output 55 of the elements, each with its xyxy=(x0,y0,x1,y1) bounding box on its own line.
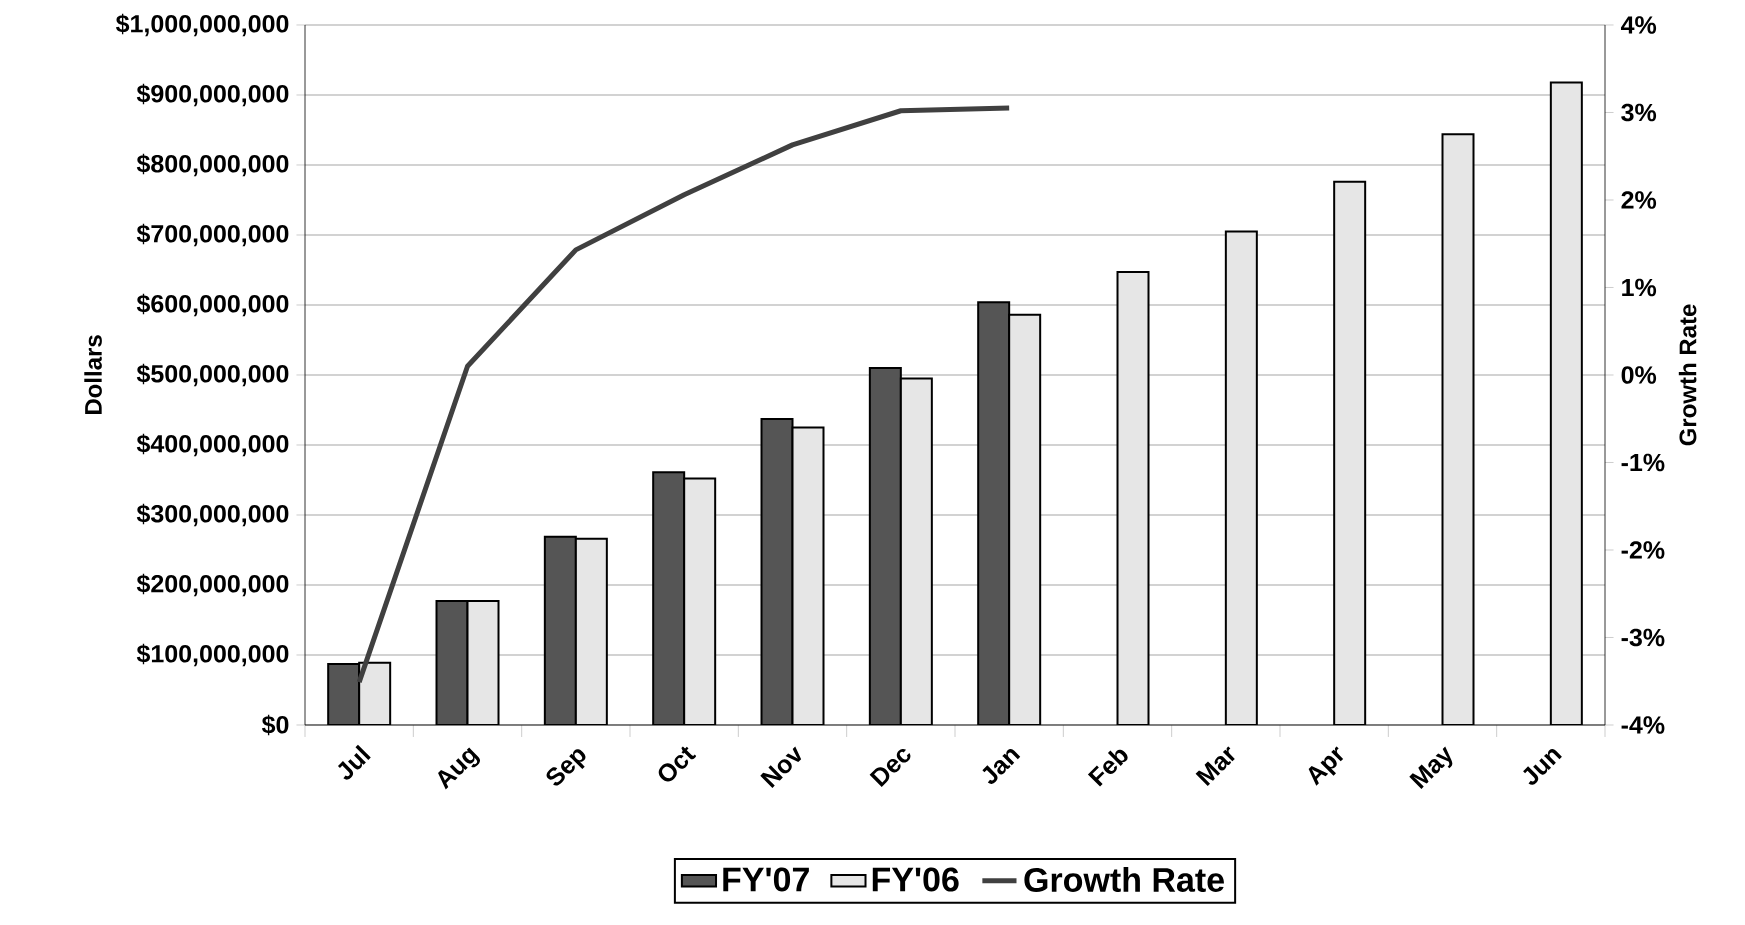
y-tick-label: $300,000,000 xyxy=(136,503,289,527)
bar xyxy=(868,366,902,725)
x-tick-label: Mar xyxy=(1195,746,1235,786)
bar xyxy=(543,535,577,725)
y-tick-label: $100,000,000 xyxy=(136,643,289,667)
bar xyxy=(791,426,825,725)
legend-label: Growth Rate xyxy=(1024,867,1224,892)
x-tick-label: Jul xyxy=(337,744,371,780)
bar xyxy=(1116,271,1150,725)
bar xyxy=(435,600,469,725)
x-tick-label: Dec xyxy=(869,748,911,787)
bar xyxy=(466,600,500,725)
y-axis-title: Dollars xyxy=(84,335,102,415)
y2-tick-label: -3% xyxy=(1621,628,1665,647)
y2-tick-label: -2% xyxy=(1621,541,1665,559)
x-tick-label: Aug xyxy=(438,747,481,790)
y-tick-label: $200,000,000 xyxy=(136,573,289,597)
bar xyxy=(899,377,933,725)
x-tick-label: Nov xyxy=(760,746,802,788)
bar xyxy=(1441,133,1475,725)
y-tick-label: $900,000,000 xyxy=(136,83,289,107)
y2-tick-label: 2% xyxy=(1621,191,1657,209)
x-tick-label: Jun xyxy=(1523,748,1562,785)
bar xyxy=(1008,313,1042,725)
y2-tick-label: 4% xyxy=(1620,16,1657,34)
bar xyxy=(327,663,361,725)
bar xyxy=(574,537,608,725)
legend-label: FY'07 xyxy=(723,867,809,892)
bar xyxy=(652,471,686,725)
legend-label: FY'06 xyxy=(872,867,959,892)
x-tick-label: Oct xyxy=(658,746,697,782)
y2-tick-label: -1% xyxy=(1621,453,1665,472)
y2-tick-label: 3% xyxy=(1621,103,1657,122)
y-tick-label: $500,000,000 xyxy=(136,363,289,387)
y2-tick-label: -4% xyxy=(1621,716,1665,734)
bar xyxy=(977,301,1011,725)
y-tick-label: $0 xyxy=(261,714,289,736)
x-tick-label: Feb xyxy=(1087,749,1128,787)
x-tick-label: Jan xyxy=(982,748,1021,784)
bar xyxy=(1333,180,1367,725)
bar xyxy=(1549,81,1583,725)
bar xyxy=(683,477,717,725)
x-tick-label: Sep xyxy=(546,749,586,786)
y-tick-label: $400,000,000 xyxy=(136,433,289,457)
y-tick-label: $800,000,000 xyxy=(136,153,289,177)
x-tick-label: May xyxy=(1409,746,1453,789)
y2-tick-label: 1% xyxy=(1622,278,1657,297)
y2-axis-title: Growth Rate xyxy=(1678,304,1697,446)
y-tick-label: $700,000,000 xyxy=(136,223,289,247)
y2-tick-label: 0% xyxy=(1621,366,1657,384)
bar xyxy=(760,418,794,725)
y-tick-label: $600,000,000 xyxy=(136,293,289,317)
y-tick-label: $1,000,000,000 xyxy=(115,13,289,37)
x-tick-label: Apr xyxy=(1308,746,1344,786)
bar xyxy=(1224,230,1258,725)
